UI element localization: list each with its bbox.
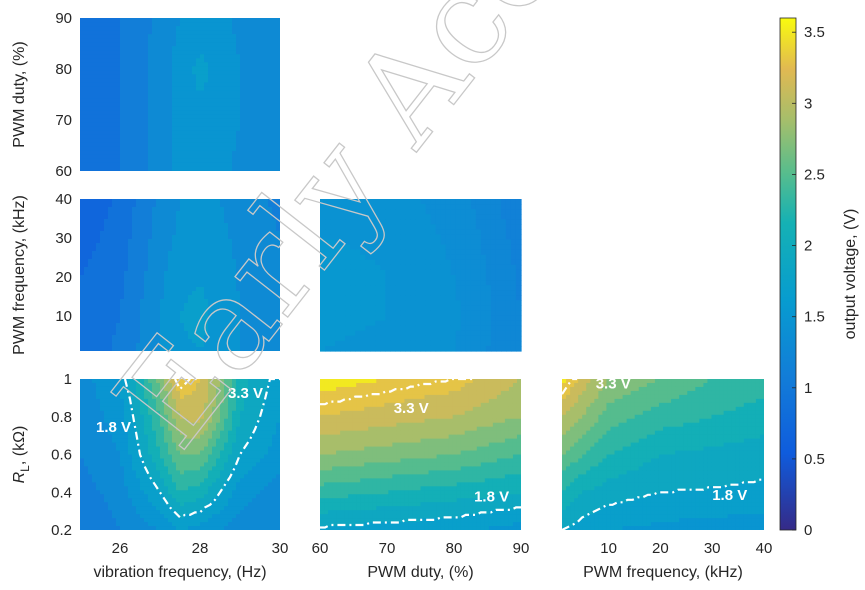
contour-line-3.3v (562, 379, 578, 395)
colorbar-tick-label: 1.5 (804, 309, 825, 326)
y-tick-label: 60 (55, 163, 72, 180)
x-tick-label: 20 (652, 540, 669, 557)
y-tick-label: 40 (55, 191, 72, 208)
contour-line-3.3v (174, 379, 200, 391)
y-tick-label: 20 (55, 269, 72, 286)
contour-line-1.8v (320, 506, 521, 529)
annotation-label: 1.8 V (96, 419, 131, 436)
panel-duty-pwmfreq (320, 199, 522, 352)
y-tick-label: 80 (55, 61, 72, 78)
colorbar-tick-label: 1 (804, 380, 812, 397)
y-tick-label: 0.8 (51, 409, 72, 426)
x-axis-label: PWM frequency, (kHz) (583, 564, 743, 581)
x-tick-label: 10 (600, 540, 617, 557)
colorbar-gradient (779, 17, 797, 531)
annotation-label: 1.8 V (474, 489, 509, 506)
y-tick-label: 0.6 (51, 447, 72, 464)
annotation-label: 3.3 V (228, 385, 263, 402)
x-tick-label: 90 (513, 540, 530, 557)
axis-labels: PWM duty, (%) PWM frequency, (kHz) vibrati… (11, 41, 743, 581)
colorbar-tick-label: 0.5 (804, 451, 825, 468)
annotation-label: 3.3 V (596, 375, 631, 392)
x-tick-label: 60 (312, 540, 329, 557)
annotation-label: 3.3 V (394, 400, 429, 417)
y-tick-label: 0.2 (51, 522, 72, 539)
y-axis-label: RL, (kΩ) (11, 426, 32, 484)
contour-panels: 60 70 80 90 10 20 30 40 3.3 V 1.8 V 0.2 0.4 0.6 0.8 1 2… (51, 10, 772, 557)
x-tick-label: 30 (272, 540, 289, 557)
panel-vib-duty: 60 70 80 90 (55, 10, 280, 180)
y-axis-label: PWM duty, (%) (11, 41, 28, 147)
colorbar-tick-label: 3.5 (804, 24, 825, 41)
x-axis-label: vibration frequency, (Hz) (93, 564, 266, 581)
x-tick-label: 40 (756, 540, 773, 557)
y-tick-label: 90 (55, 10, 72, 27)
x-tick-label: 70 (379, 540, 396, 557)
colorbar-tick-label: 0 (804, 522, 812, 539)
panel-vib-pwmfreq: 10 20 30 40 (55, 191, 280, 351)
y-axis-label: PWM frequency, (kHz) (11, 195, 28, 355)
panel-vib-rl: 3.3 V 1.8 V 0.2 0.4 0.6 0.8 1 26 28 30 (51, 371, 288, 557)
y-tick-label: 0.4 (51, 484, 72, 501)
x-tick-label: 80 (446, 540, 463, 557)
y-tick-label: 1 (64, 371, 72, 388)
contour-line-1.8v (123, 379, 280, 519)
y-tick-label: 10 (55, 308, 72, 325)
panel-duty-rl: 3.3 V 1.8 V 60 70 80 90 (312, 379, 530, 557)
x-tick-label: 26 (112, 540, 129, 557)
colorbar-tick-label: 2 (804, 238, 812, 255)
contour-line-1.8v (562, 478, 764, 530)
x-axis-label: PWM duty, (%) (367, 564, 473, 581)
colorbar-label: output voltage, (V) (842, 209, 859, 340)
colorbar: 0 0.5 1 1.5 2 2.5 3 3.5 output voltage, (V) (779, 17, 859, 539)
annotation-label: 1.8 V (712, 487, 747, 504)
y-tick-label: 30 (55, 230, 72, 247)
y-tick-label: 70 (55, 112, 72, 129)
colorbar-tick-label: 3 (804, 95, 812, 112)
x-tick-label: 28 (192, 540, 209, 557)
colorbar-tick-label: 2.5 (804, 166, 825, 183)
panel-pwmfreq-rl: 3.3 V 1.8 V 10 20 30 40 (562, 375, 772, 557)
x-tick-label: 30 (704, 540, 721, 557)
